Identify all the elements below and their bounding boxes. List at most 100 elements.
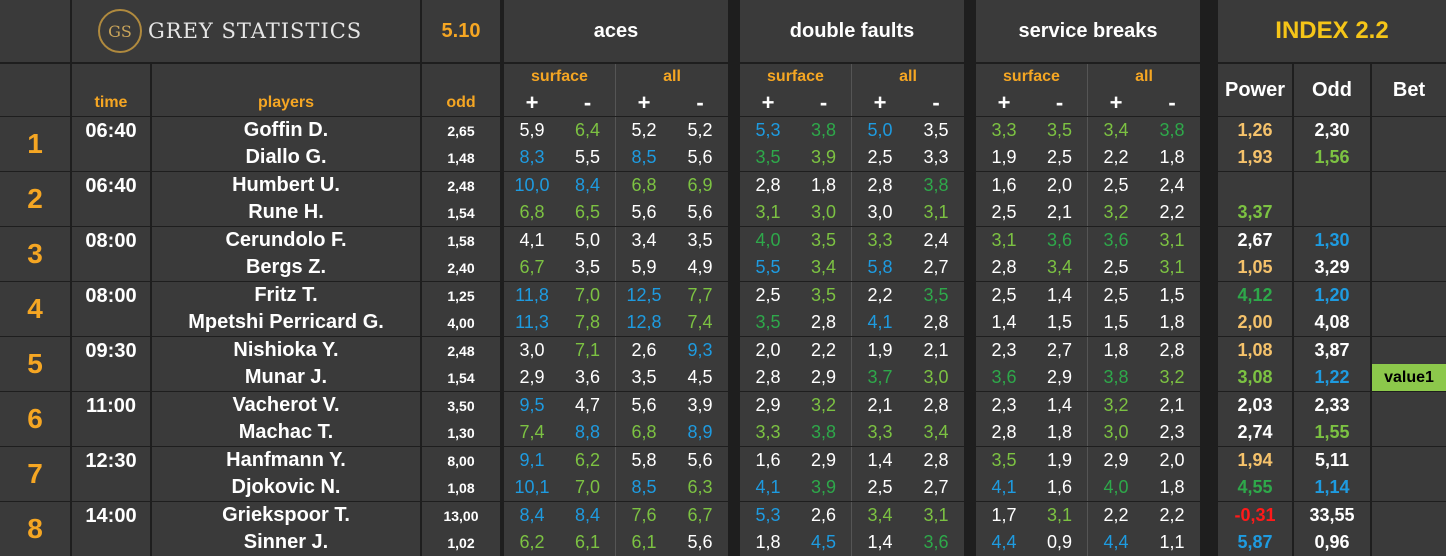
bet-cell <box>1372 309 1446 336</box>
stat-sb-value: 3,4 <box>1032 254 1088 281</box>
stat-df-value: 3,0 <box>852 199 908 226</box>
bet-cell <box>1372 254 1446 281</box>
stat-df-value: 5,0 <box>852 117 908 144</box>
match-time: 06:40 <box>72 172 150 226</box>
power-value: 3,37 <box>1218 199 1292 226</box>
stat-aces-value: 9,3 <box>672 337 728 364</box>
stat-sb-value: 2,2 <box>1144 502 1200 529</box>
logo-emblem: GS <box>98 9 142 53</box>
stat-df-value: 3,8 <box>796 419 852 446</box>
stat-sb-value: 1,8 <box>1032 419 1088 446</box>
stat-sb-value: 3,8 <box>1088 364 1144 391</box>
stat-sb-value: 2,5 <box>1088 172 1144 199</box>
stat-aces-value: 3,0 <box>504 337 560 364</box>
stat-sb-value: 2,5 <box>1088 282 1144 309</box>
sign-plus: + <box>616 90 672 116</box>
match-time: 12:30 <box>72 447 150 501</box>
stat-aces-value: 5,9 <box>616 254 672 281</box>
stat-sb-value: 1,4 <box>976 309 1032 336</box>
stat-aces-value: 8,9 <box>672 419 728 446</box>
stat-sb-value: 2,0 <box>1144 447 1200 474</box>
stat-sb-value: 2,3 <box>976 392 1032 419</box>
sign-minus: - <box>908 90 964 116</box>
match-time: 08:00 <box>72 282 150 336</box>
player-odd: 1,54 <box>422 199 500 226</box>
bet-cell <box>1372 199 1446 226</box>
stat-df-value: 2,8 <box>908 392 964 419</box>
match-rank: 4 <box>0 282 70 336</box>
stat-df-value: 3,6 <box>908 529 964 556</box>
category-header-aces: aces <box>504 0 728 62</box>
match-rank: 8 <box>0 502 70 556</box>
player-name: Djokovic N. <box>152 474 420 501</box>
stat-sb-value: 3,4 <box>1088 117 1144 144</box>
power-value: 2,74 <box>1218 419 1292 446</box>
stat-aces-value: 7,0 <box>560 474 616 501</box>
subheader-surface: surface <box>740 64 852 90</box>
odd2-value: 1,22 <box>1294 364 1370 391</box>
stat-aces-value: 7,1 <box>560 337 616 364</box>
stat-df-value: 4,1 <box>852 309 908 336</box>
stat-sb-value: 2,9 <box>1088 447 1144 474</box>
stat-aces-value: 10,1 <box>504 474 560 501</box>
stat-sb-value: 1,8 <box>1088 337 1144 364</box>
stat-df-value: 3,3 <box>852 419 908 446</box>
stat-sb-value: 1,1 <box>1144 529 1200 556</box>
stat-aces-value: 6,2 <box>504 529 560 556</box>
match-time: 06:40 <box>72 117 150 171</box>
stat-sb-value: 2,4 <box>1144 172 1200 199</box>
stat-aces-value: 5,6 <box>616 392 672 419</box>
player-odd: 1,58 <box>422 227 500 254</box>
stat-aces-value: 8,5 <box>616 144 672 171</box>
stat-df-value: 3,5 <box>740 309 796 336</box>
bet-cell <box>1372 392 1446 419</box>
stat-df-value: 3,7 <box>852 364 908 391</box>
stat-df-value: 3,4 <box>796 254 852 281</box>
sign-minus: - <box>796 90 852 116</box>
stat-aces-value: 8,4 <box>560 172 616 199</box>
stat-sb-value: 1,8 <box>1144 474 1200 501</box>
stat-df-value: 2,8 <box>908 447 964 474</box>
player-odd: 2,48 <box>422 337 500 364</box>
stat-df-value: 3,5 <box>908 117 964 144</box>
player-odd: 1,08 <box>422 474 500 501</box>
player-name: Griekspoor T. <box>152 502 420 529</box>
sign-plus: + <box>740 90 796 116</box>
match-time: 08:00 <box>72 227 150 281</box>
stat-aces-value: 6,7 <box>672 502 728 529</box>
stat-aces-value: 3,4 <box>616 227 672 254</box>
player-odd: 1,54 <box>422 364 500 391</box>
stat-df-value: 2,9 <box>796 447 852 474</box>
bet-cell <box>1372 172 1446 199</box>
subheader-all: all <box>852 64 964 90</box>
stat-sb-value: 4,0 <box>1088 474 1144 501</box>
odd2-value <box>1294 172 1370 199</box>
stat-df-value: 5,5 <box>740 254 796 281</box>
stat-sb-value: 3,5 <box>976 447 1032 474</box>
power-value: 1,94 <box>1218 447 1292 474</box>
stat-sb-value: 1,7 <box>976 502 1032 529</box>
stat-aces-value: 3,9 <box>672 392 728 419</box>
stat-df-value: 2,8 <box>740 364 796 391</box>
stat-aces-value: 12,5 <box>616 282 672 309</box>
stat-aces-value: 8,5 <box>616 474 672 501</box>
stat-df-value: 4,1 <box>740 474 796 501</box>
power-value: 5,87 <box>1218 529 1292 556</box>
match-rank: 5 <box>0 337 70 391</box>
stat-df-value: 2,0 <box>740 337 796 364</box>
stat-df-value: 2,5 <box>852 144 908 171</box>
subheader-surface: surface <box>504 64 616 90</box>
match-time: 11:00 <box>72 392 150 446</box>
player-name: Fritz T. <box>152 282 420 309</box>
stat-aces-value: 4,1 <box>504 227 560 254</box>
power-value: 1,08 <box>1218 337 1292 364</box>
category-header-service_breaks: service breaks <box>976 0 1200 62</box>
stat-sb-value: 2,1 <box>1032 199 1088 226</box>
power-value: 2,67 <box>1218 227 1292 254</box>
stat-df-value: 3,1 <box>908 502 964 529</box>
stat-df-value: 5,8 <box>852 254 908 281</box>
odd2-value: 33,55 <box>1294 502 1370 529</box>
stat-sb-value: 3,6 <box>1088 227 1144 254</box>
stat-df-value: 2,4 <box>908 227 964 254</box>
stat-sb-value: 0,9 <box>1032 529 1088 556</box>
